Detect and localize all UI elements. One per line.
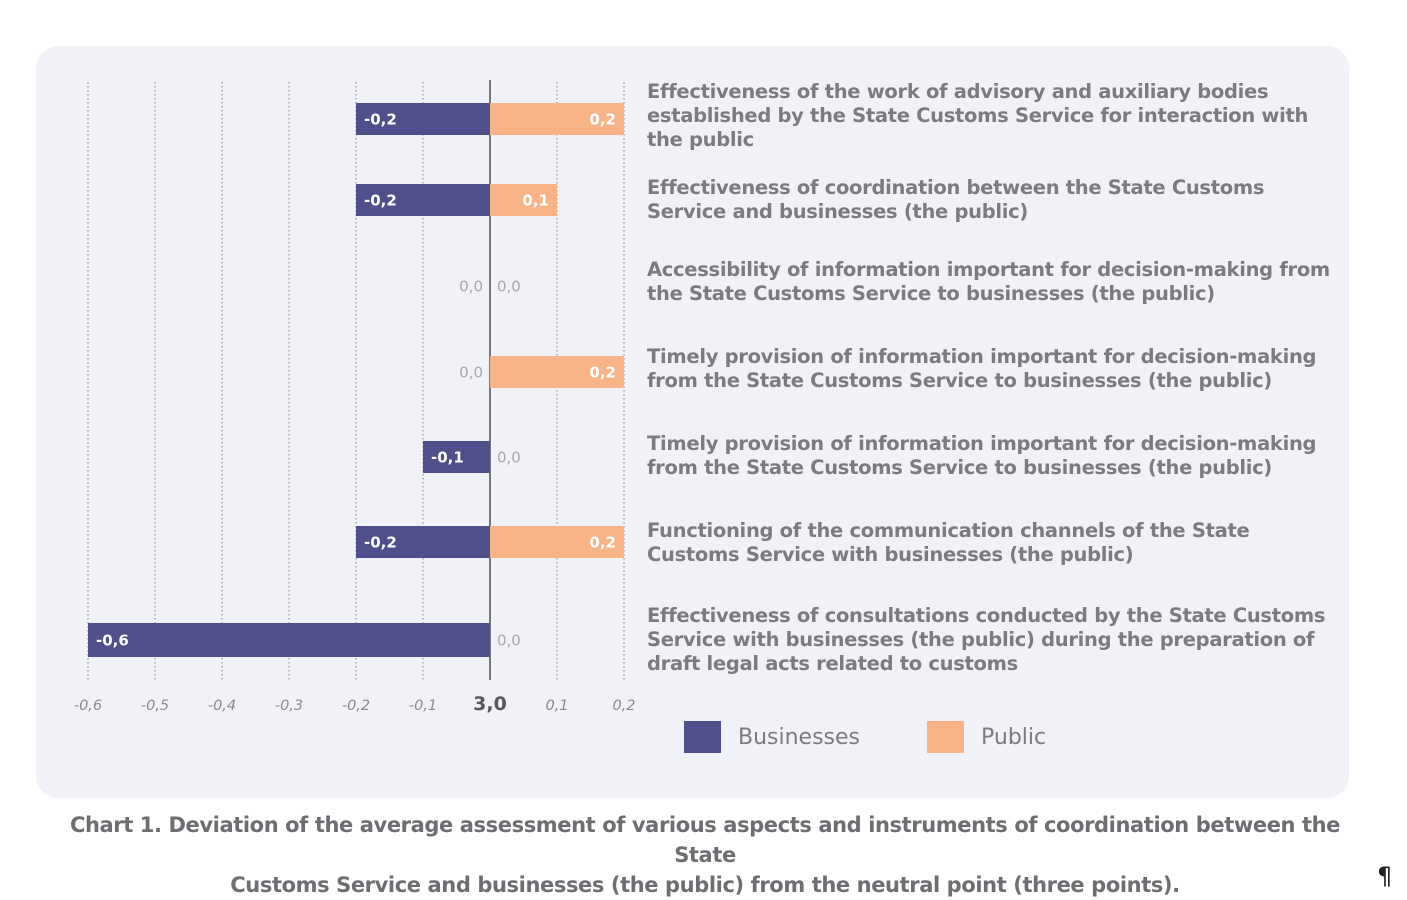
x-tick-label: -0,1	[409, 698, 437, 714]
legend-item-businesses: Businesses	[684, 721, 860, 753]
x-tick-label: 0,1	[545, 698, 568, 714]
bar-businesses	[356, 184, 490, 216]
category-label: Effectiveness of consultations conducted…	[647, 604, 1326, 675]
chart-panel	[36, 46, 1349, 798]
x-tick-label: 3,0	[473, 693, 507, 715]
data-label-businesses: -0,2	[364, 111, 397, 129]
legend-swatch-businesses	[684, 721, 721, 753]
data-label-public: 0,0	[497, 449, 521, 467]
data-label-public: 0,2	[589, 111, 616, 129]
category-label: Effectiveness of coordination between th…	[647, 176, 1265, 223]
bar-businesses	[356, 103, 490, 135]
bar-businesses	[423, 441, 490, 473]
data-label-businesses: -0,2	[364, 534, 397, 552]
data-label-public: 0,0	[497, 278, 521, 296]
bar-businesses	[88, 623, 490, 657]
legend-label-businesses: Businesses	[738, 724, 861, 750]
category-label: Timely provision of information importan…	[647, 432, 1317, 479]
data-label-businesses: -0,2	[364, 192, 397, 210]
category-label: Effectiveness of the work of advisory an…	[647, 80, 1309, 151]
bar-public	[490, 526, 624, 558]
bar-businesses	[356, 526, 490, 558]
pilcrow-mark: ¶	[1377, 862, 1393, 890]
x-tick-label: -0,6	[74, 698, 102, 714]
data-label-businesses: 0,0	[459, 364, 483, 382]
category-label: Functioning of the communication channel…	[647, 519, 1250, 566]
data-label-public: 0,2	[589, 364, 616, 382]
data-label-public: 0,1	[522, 192, 549, 210]
caption-line-1: Chart 1. Deviation of the average assess…	[69, 813, 1341, 867]
x-tick-label: -0,5	[141, 698, 169, 714]
bar-public	[490, 356, 624, 388]
data-label-businesses: -0,1	[431, 449, 464, 467]
legend-item-public: Public	[927, 721, 1046, 753]
caption-line-2: Customs Service and businesses (the publ…	[230, 873, 1180, 897]
category-label: Accessibility of information important f…	[647, 258, 1330, 305]
x-tick-label: -0,2	[342, 698, 370, 714]
bar-public	[490, 103, 624, 135]
data-label-public: 0,0	[497, 632, 521, 650]
data-label-public: 0,2	[589, 534, 616, 552]
legend-swatch-public	[927, 721, 964, 753]
data-label-businesses: -0,6	[96, 632, 129, 650]
data-label-businesses: 0,0	[459, 278, 483, 296]
x-tick-label: -0,3	[275, 698, 303, 714]
bar-public	[490, 184, 557, 216]
category-label: Timely provision of information importan…	[647, 345, 1317, 392]
legend-label-public: Public	[981, 724, 1047, 750]
x-tick-label: 0,2	[612, 698, 635, 714]
chart-caption: Chart 1. Deviation of the average assess…	[40, 810, 1370, 900]
x-tick-label: -0,4	[208, 698, 236, 714]
